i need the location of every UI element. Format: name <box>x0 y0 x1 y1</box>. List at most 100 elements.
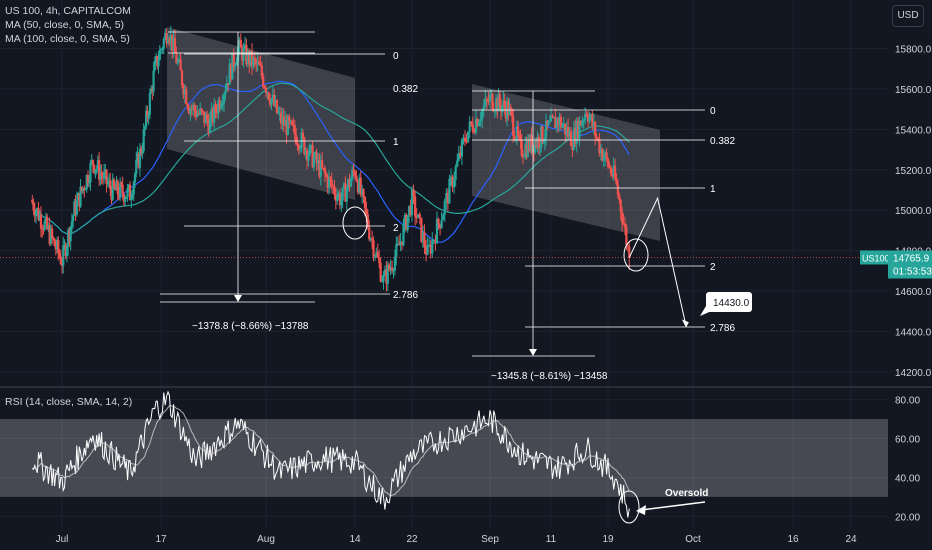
candle-body <box>540 126 543 148</box>
target-label-box <box>706 292 752 312</box>
candle-body <box>203 111 206 124</box>
candle-body <box>299 147 302 150</box>
price-tick-label: 14600.0 <box>895 287 932 298</box>
candle-body <box>421 232 425 242</box>
rsi-legend: RSI (14, close, SMA, 14, 2) <box>5 396 133 408</box>
candle-body <box>463 137 467 142</box>
candle-body <box>196 113 199 117</box>
candle-body <box>365 208 368 215</box>
fib-label-left: 2 <box>393 223 399 234</box>
candle-body <box>164 32 167 39</box>
candle-body <box>246 51 249 64</box>
fib-right <box>472 109 705 328</box>
candle-body <box>459 152 462 157</box>
candle-body <box>561 125 564 128</box>
rsi-band <box>0 419 888 497</box>
candle-body <box>48 226 51 244</box>
currency-button[interactable]: USD <box>892 5 924 27</box>
candle-body <box>124 198 127 202</box>
candle-body <box>352 169 355 172</box>
candle-body <box>172 37 175 52</box>
candle-body <box>290 120 294 125</box>
candle-body <box>288 116 291 123</box>
rsi-tick-label: 80.00 <box>895 396 920 407</box>
candle-body <box>443 201 446 215</box>
candle-body <box>111 179 114 200</box>
candle-body <box>106 183 109 185</box>
candle-body <box>137 153 140 168</box>
candle-body <box>418 214 421 218</box>
candle-body <box>594 122 597 137</box>
candle-body <box>564 123 567 135</box>
measure-label-left: −1378.8 (−8.66%) −13788 <box>192 321 309 332</box>
candle-body <box>217 100 220 114</box>
candle-body <box>130 197 133 201</box>
candle-body <box>437 218 440 225</box>
candle-body <box>532 145 536 153</box>
candle-body <box>292 124 295 126</box>
candle-body <box>567 127 570 137</box>
rsi-tick-label: 60.00 <box>895 435 920 446</box>
candle-body <box>114 186 117 191</box>
candle-body <box>235 61 238 66</box>
candle-body <box>497 94 500 112</box>
measure-arrowhead-left <box>234 295 242 302</box>
candle-body <box>83 187 86 191</box>
candle-body <box>277 112 280 114</box>
candle-body <box>51 228 54 238</box>
candle-body <box>574 128 577 145</box>
candle-body <box>96 160 99 169</box>
candle-body <box>295 134 298 145</box>
candle-body <box>271 94 274 99</box>
oversold-arrow <box>640 501 706 511</box>
price-tick-label: 15400.0 <box>895 125 932 136</box>
candle-body <box>145 110 148 127</box>
candle-body <box>43 221 46 230</box>
candle-body <box>329 177 332 180</box>
candle-body <box>348 179 351 187</box>
candle-body <box>592 122 595 127</box>
candle-body <box>338 193 342 206</box>
candle-body <box>175 52 178 64</box>
candle-body <box>153 60 156 71</box>
candle-body <box>186 103 189 108</box>
candle-body <box>549 115 553 122</box>
oversold-arrowhead <box>636 505 646 515</box>
candle-body <box>385 269 388 284</box>
candle-body <box>75 200 78 215</box>
candle-body <box>73 201 76 216</box>
oversold-label: Oversold <box>665 488 708 499</box>
candle-body <box>179 59 182 71</box>
candle-body <box>559 116 563 128</box>
ma100-legend: MA (100, close, 0, SMA, 5) <box>5 33 130 45</box>
price-tick-label: 15200.0 <box>895 166 932 177</box>
candle-body <box>576 120 580 139</box>
candle-body <box>165 32 168 44</box>
candle-body <box>460 139 464 157</box>
candle-body <box>584 114 587 121</box>
candle-body <box>456 160 459 167</box>
candle-body <box>568 131 571 137</box>
candle-body <box>105 169 108 184</box>
candle-body <box>496 98 499 112</box>
candle-body <box>625 227 628 246</box>
candle-body <box>89 162 92 183</box>
candle-body <box>161 48 164 50</box>
highlight-circle-left <box>342 206 368 240</box>
candle-body <box>491 93 494 110</box>
target-label-pointer <box>700 306 714 316</box>
candle-body <box>509 107 512 111</box>
candle-body <box>545 120 548 138</box>
candle-body <box>146 110 149 118</box>
candle-body <box>363 196 367 209</box>
candle-body <box>557 118 560 125</box>
candle-body <box>529 134 532 151</box>
rsi-tick-label: 20.00 <box>895 512 920 523</box>
candle-body <box>479 119 482 122</box>
candle-body <box>156 56 159 67</box>
candle-body <box>468 121 471 132</box>
candle-body <box>267 92 270 100</box>
candle-body <box>331 185 335 187</box>
time-tick-label: Sep <box>481 534 499 545</box>
